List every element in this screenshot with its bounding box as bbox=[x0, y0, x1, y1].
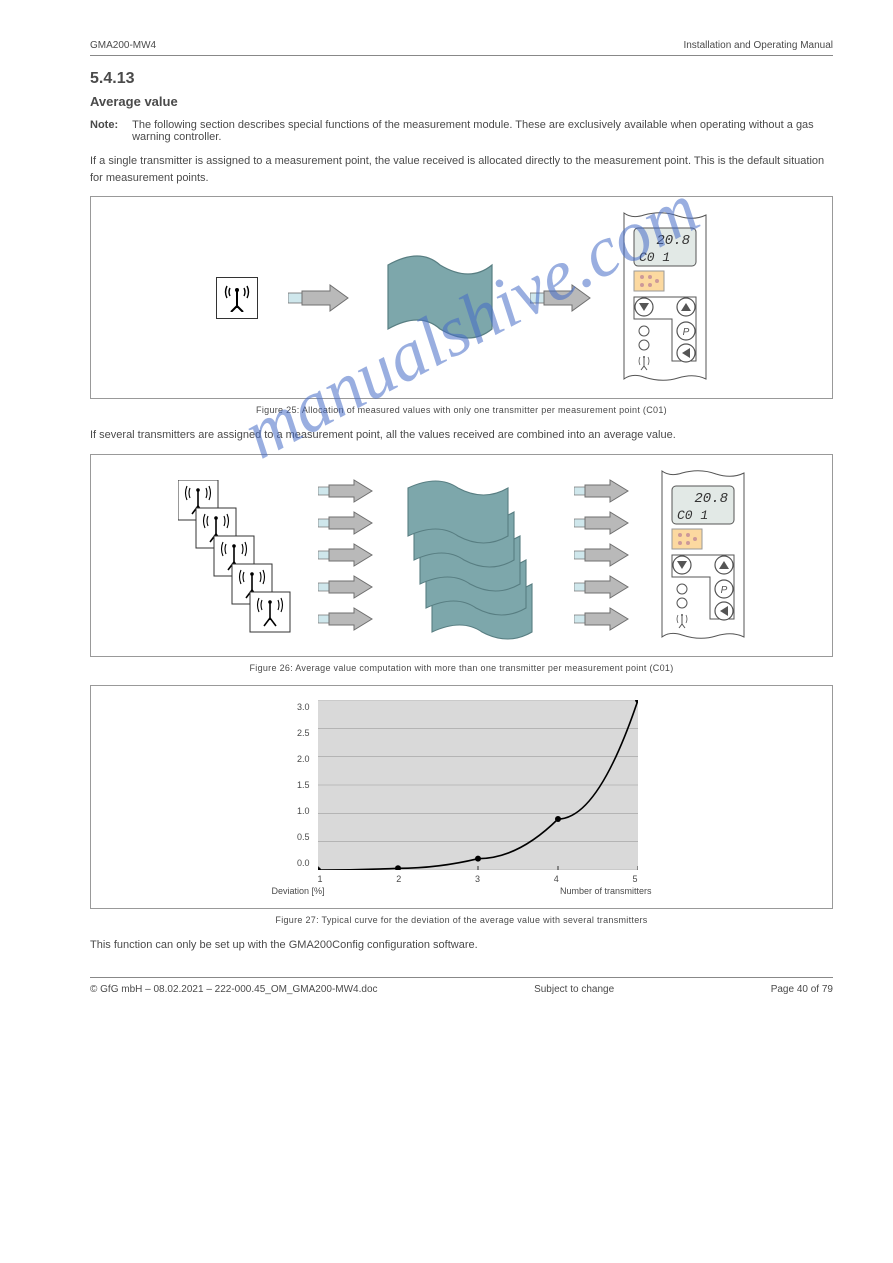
chart-area: 0.00.51.01.52.02.53.0 bbox=[286, 700, 638, 870]
svg-text:20.8: 20.8 bbox=[694, 491, 728, 507]
footer-status: Subject to change bbox=[534, 984, 614, 995]
arrow-right-icon bbox=[574, 543, 630, 567]
arrow-right-icon bbox=[574, 575, 630, 599]
header-tagline: Installation and Operating Manual bbox=[683, 40, 833, 51]
section-number: 5.4.13 bbox=[90, 70, 833, 88]
figure-27-box: 0.00.51.01.52.02.53.0 12345 Deviation [%… bbox=[90, 685, 833, 909]
section-title: Average value bbox=[90, 94, 833, 109]
device-panel: 20.8 C0 1 P bbox=[660, 469, 746, 642]
transmitter-stack bbox=[178, 480, 288, 630]
flags-stack bbox=[404, 480, 544, 630]
arrow-right-icon bbox=[288, 283, 350, 313]
arrow-col-2 bbox=[574, 479, 630, 631]
arrow-right-icon bbox=[574, 511, 630, 535]
figure-25-box: 20.8 C0 1 P bbox=[90, 196, 833, 399]
page-footer: © GfG mbH – 08.02.2021 – 222-000.45_OM_G… bbox=[90, 977, 833, 995]
footer-page: Page 40 of 79 bbox=[771, 984, 833, 995]
footer-copyright: © GfG mbH – 08.02.2021 – 222-000.45_OM_G… bbox=[90, 984, 378, 995]
svg-text:P: P bbox=[720, 585, 727, 596]
device-panel: 20.8 C0 1 P bbox=[622, 211, 708, 384]
header-product: GMA200-MW4 bbox=[90, 40, 156, 51]
arrow-right-icon bbox=[318, 575, 374, 599]
figure-25-diagram: 20.8 C0 1 P bbox=[105, 211, 818, 384]
device-channel: C0 1 bbox=[639, 250, 670, 265]
para-1: If a single transmitter is assigned to a… bbox=[90, 153, 833, 186]
chart-ylabel: Deviation [%] bbox=[272, 886, 325, 896]
arrow-col-1 bbox=[318, 479, 374, 631]
antenna-icon bbox=[223, 284, 251, 312]
note-block: Note: The following section describes sp… bbox=[90, 119, 833, 143]
note-label: Note: bbox=[90, 119, 118, 143]
para-2: If several transmitters are assigned to … bbox=[90, 427, 833, 444]
chart-x-ticks: 12345 bbox=[318, 874, 638, 884]
page-header: GMA200-MW4 Installation and Operating Ma… bbox=[90, 40, 833, 56]
arrow-right-icon bbox=[318, 607, 374, 631]
arrow-right-icon bbox=[318, 543, 374, 567]
arrow-right-icon bbox=[318, 511, 374, 535]
svg-text:P: P bbox=[682, 327, 689, 338]
figure-25-caption: Figure 25: Allocation of measured values… bbox=[90, 405, 833, 415]
chart-y-ticks: 0.00.51.01.52.02.53.0 bbox=[286, 700, 310, 870]
chart-xlabel: Number of transmitters bbox=[560, 886, 652, 896]
transmitter-box bbox=[216, 277, 258, 319]
arrow-right-icon bbox=[574, 479, 630, 503]
svg-text:C0 1: C0 1 bbox=[677, 508, 708, 523]
note-text: The following section describes special … bbox=[132, 119, 833, 143]
figure-27-caption: Figure 27: Typical curve for the deviati… bbox=[90, 915, 833, 925]
para-3: This function can only be set up with th… bbox=[90, 937, 833, 954]
arrow-right-icon bbox=[530, 283, 592, 313]
chart-plot bbox=[318, 700, 638, 870]
figure-26-box: 20.8 C0 1 P bbox=[90, 454, 833, 657]
figure-26-caption: Figure 26: Average value computation wit… bbox=[90, 663, 833, 673]
flag-icon bbox=[380, 253, 500, 343]
figure-26-diagram: 20.8 C0 1 P bbox=[105, 469, 818, 642]
device-reading: 20.8 bbox=[656, 233, 690, 249]
arrow-right-icon bbox=[318, 479, 374, 503]
arrow-right-icon bbox=[574, 607, 630, 631]
